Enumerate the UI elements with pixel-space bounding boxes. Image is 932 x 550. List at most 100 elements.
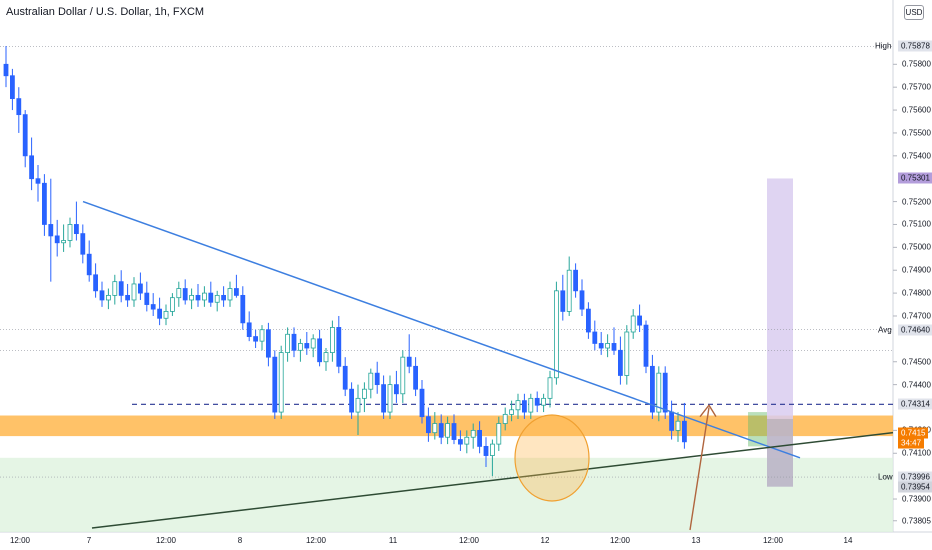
candle bbox=[457, 439, 463, 445]
candle bbox=[573, 269, 578, 292]
candle bbox=[48, 224, 54, 237]
x-tick-label: 11 bbox=[388, 536, 398, 545]
candle bbox=[477, 429, 483, 447]
candle bbox=[310, 338, 316, 349]
candle bbox=[393, 384, 399, 395]
level-name-avg: Avg bbox=[878, 325, 892, 335]
x-tick-label: 12:00 bbox=[305, 536, 327, 545]
dashed-level-price-tag: 0.74314 bbox=[898, 398, 932, 410]
y-tick-label: 0.75100 bbox=[902, 219, 931, 229]
candle bbox=[61, 240, 66, 244]
x-tick-label: 12 bbox=[540, 536, 550, 545]
candle bbox=[246, 322, 252, 337]
candle bbox=[451, 423, 457, 440]
candle bbox=[16, 98, 22, 116]
candle bbox=[80, 233, 86, 255]
candle bbox=[163, 311, 169, 319]
x-tick-label: 8 bbox=[237, 536, 243, 545]
candle bbox=[118, 281, 124, 296]
x-tick-label: 12:00 bbox=[155, 536, 177, 545]
candle bbox=[131, 283, 137, 301]
candle bbox=[144, 292, 150, 305]
candle bbox=[285, 333, 291, 353]
candle bbox=[656, 372, 662, 413]
level-name-low: Low bbox=[878, 472, 893, 482]
candle bbox=[502, 413, 508, 424]
y-tick-label: 0.75000 bbox=[902, 242, 931, 252]
candle bbox=[125, 294, 130, 301]
candle bbox=[86, 253, 92, 276]
candle bbox=[54, 235, 60, 244]
candle bbox=[304, 343, 310, 349]
candle bbox=[169, 297, 175, 312]
candle bbox=[195, 294, 201, 301]
target-box bbox=[767, 178, 793, 487]
candle bbox=[650, 365, 655, 413]
candle bbox=[579, 290, 585, 310]
candle bbox=[291, 333, 297, 351]
candle bbox=[566, 269, 572, 312]
candle bbox=[265, 329, 271, 358]
level-value-avg: 0.74640 bbox=[898, 324, 932, 336]
support-zone bbox=[0, 457, 893, 532]
candle bbox=[592, 331, 598, 344]
chart-title: Australian Dollar / U.S. Dollar, 1h, FXC… bbox=[6, 6, 205, 18]
candle bbox=[618, 349, 623, 376]
candle bbox=[586, 308, 591, 333]
candle bbox=[528, 397, 534, 413]
candle bbox=[425, 416, 431, 434]
candle bbox=[387, 384, 393, 413]
candle bbox=[323, 352, 329, 363]
candle bbox=[496, 423, 502, 445]
candle bbox=[560, 290, 566, 312]
candle bbox=[42, 182, 47, 225]
ascending-trendline bbox=[91, 431, 894, 529]
x-tick-label: 12:00 bbox=[609, 536, 631, 545]
candle bbox=[336, 327, 342, 367]
candle bbox=[3, 63, 9, 77]
x-tick-label: 12:00 bbox=[762, 536, 784, 545]
candle bbox=[342, 365, 348, 390]
stop-price-tag: 0.73954 bbox=[898, 481, 932, 493]
candle bbox=[432, 423, 438, 434]
candle bbox=[22, 114, 28, 157]
candle bbox=[106, 294, 111, 301]
candle bbox=[361, 388, 367, 399]
y-tick-label: 0.75800 bbox=[902, 59, 931, 69]
y-tick-label: 0.75700 bbox=[902, 82, 931, 92]
candle bbox=[272, 356, 278, 413]
candle bbox=[329, 327, 335, 353]
x-tick-label: 12:00 bbox=[458, 536, 480, 545]
y-tick-label: 0.74700 bbox=[902, 311, 931, 321]
candle bbox=[112, 281, 118, 296]
candle bbox=[317, 338, 323, 363]
candle bbox=[643, 324, 649, 367]
candle bbox=[675, 420, 681, 431]
candle bbox=[176, 288, 182, 299]
candle bbox=[445, 423, 451, 438]
candle bbox=[150, 304, 156, 310]
candle bbox=[182, 288, 188, 301]
candle bbox=[547, 377, 553, 399]
target-price-tag: 0.75301 bbox=[898, 172, 932, 184]
y-tick-label: 0.74800 bbox=[902, 288, 931, 298]
candle bbox=[74, 224, 79, 235]
candle bbox=[554, 290, 559, 379]
candle bbox=[99, 290, 105, 301]
y-tick-label: 0.75400 bbox=[902, 151, 931, 161]
candle bbox=[189, 294, 195, 301]
candle bbox=[201, 292, 207, 301]
x-tick-label: 13 bbox=[691, 536, 701, 545]
candle bbox=[534, 397, 540, 406]
candle bbox=[406, 356, 412, 367]
descending-trendline bbox=[82, 200, 801, 459]
level-value-high: 0.75878 bbox=[898, 40, 932, 52]
candle bbox=[637, 315, 642, 326]
candle bbox=[413, 365, 419, 390]
candle bbox=[355, 397, 361, 413]
stop-box bbox=[767, 418, 793, 487]
currency-button[interactable]: USD bbox=[904, 5, 924, 20]
candle bbox=[400, 356, 406, 395]
